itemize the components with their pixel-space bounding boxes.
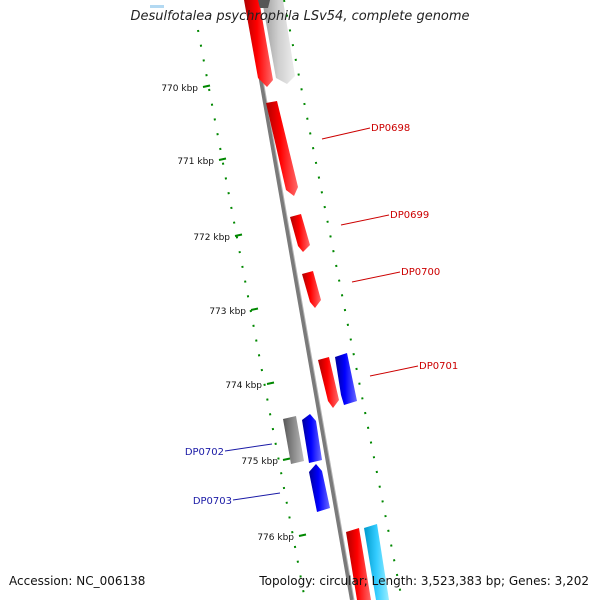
gene-labels: DP0698 DP0699 DP0700 DP0701 DP0702 DP0703	[185, 123, 458, 507]
gene-label-dp0700[interactable]: DP0700	[401, 267, 440, 278]
gene-label-dp0698[interactable]: DP0698	[371, 123, 410, 134]
scale-tick-mark	[266, 381, 275, 385]
gene-label-dp0703[interactable]: DP0703	[193, 496, 232, 507]
gene-label-leader	[369, 365, 419, 377]
gene-feature-dp0699	[290, 214, 310, 252]
gene-label-leader	[321, 127, 371, 140]
scale-tick-mark	[218, 157, 227, 161]
scale-tick-mark	[202, 84, 211, 88]
scale-tick-mark	[234, 233, 243, 237]
gene-label-dp0699[interactable]: DP0699	[390, 210, 429, 221]
scale-tick-mark	[298, 533, 307, 537]
scale-ticks: 770 kbp 771 kbp 772 kbp 773 kbp 774 kbp 775 k…	[161, 84, 307, 543]
gene-feature-dp0701	[318, 357, 339, 408]
gene-feature-pseudo	[262, 0, 295, 84]
gene-feature-dp0698	[266, 101, 298, 196]
genome-summary-text: Topology: circular; Length: 3,523,383 bp…	[259, 574, 589, 588]
page-title: Desulfotalea psychrophila LSv54, complet…	[130, 9, 470, 24]
scale-tick-label: 776 kbp	[257, 533, 294, 543]
gene-feature-blue-reverse	[335, 353, 357, 405]
scale-tick-label: 773 kbp	[209, 307, 246, 317]
gene-feature-dp0700	[302, 271, 321, 308]
gene-feature-dp0702	[302, 414, 322, 463]
genome-backbone	[245, 0, 354, 601]
top-marker	[150, 5, 164, 8]
gene-feature-layer	[244, 0, 389, 600]
gene-feature-dp0703	[309, 464, 330, 512]
scale-tick-mark	[282, 457, 291, 461]
scale-tick-mark	[250, 307, 259, 311]
gene-label-leader	[340, 214, 390, 226]
scale-tick-label: 772 kbp	[193, 233, 230, 243]
gene-label-dp0702[interactable]: DP0702	[185, 447, 224, 458]
scale-tick-label: 775 kbp	[241, 457, 278, 467]
gene-label-dp0701[interactable]: DP0701	[419, 361, 458, 372]
gene-feature-pseudo-dark	[258, 0, 270, 8]
scale-tick-label: 774 kbp	[225, 381, 262, 391]
scale-tick-label: 771 kbp	[177, 157, 214, 167]
gene-label-leader	[224, 443, 273, 452]
gene-feature-forward	[244, 0, 273, 87]
genome-backbone-highlight	[248, 0, 355, 601]
gene-feature-forward-bottom	[346, 528, 371, 600]
scale-tick-label: 770 kbp	[161, 84, 198, 94]
accession-text: Accession: NC_006138	[9, 574, 146, 588]
gene-label-leader	[232, 492, 281, 501]
gene-feature-trna-bottom	[364, 524, 389, 600]
gene-label-leader	[351, 271, 401, 283]
gene-feature-pseudo-dp0702	[283, 416, 304, 464]
